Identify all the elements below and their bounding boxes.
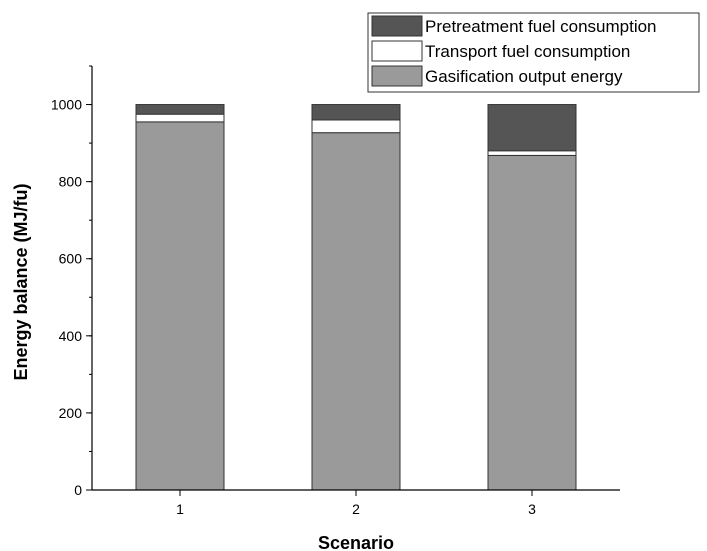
y-tick-label: 0 bbox=[74, 482, 82, 498]
legend-label: Pretreatment fuel consumption bbox=[425, 17, 657, 36]
bar-segment bbox=[135, 104, 225, 115]
bar-segment bbox=[135, 121, 225, 491]
legend: Pretreatment fuel consumption Transport f… bbox=[367, 12, 700, 93]
x-tick-label: 1 bbox=[176, 501, 184, 517]
legend-label: Gasification output energy bbox=[425, 67, 623, 86]
x-tick-label: 2 bbox=[352, 501, 360, 517]
y-tick-label: 400 bbox=[59, 328, 83, 344]
bar-segment bbox=[487, 154, 577, 491]
legend-swatch bbox=[371, 15, 423, 37]
bar-segment bbox=[311, 132, 401, 491]
x-axis-title: Scenario bbox=[318, 533, 394, 551]
bars-group bbox=[135, 104, 577, 491]
y-tick-label: 1000 bbox=[51, 97, 82, 113]
bar-segment bbox=[135, 113, 225, 123]
y-tick-label: 800 bbox=[59, 174, 83, 190]
legend-label: Transport fuel consumption bbox=[425, 42, 630, 61]
legend-swatch bbox=[371, 40, 423, 62]
axes-group: 0 200 400 600 800 1000 1 2 3 bbox=[51, 65, 620, 517]
legend-swatch bbox=[371, 65, 423, 87]
bar-segment bbox=[311, 104, 401, 121]
y-axis-title: Energy balance (MJ/fu) bbox=[11, 183, 31, 380]
bar-segment bbox=[311, 119, 401, 134]
legend-frame bbox=[367, 12, 700, 93]
y-tick-label: 600 bbox=[59, 251, 83, 267]
bar-segment bbox=[487, 150, 577, 156]
y-tick-label: 200 bbox=[59, 405, 83, 421]
bar-segment bbox=[487, 104, 577, 152]
x-tick-label: 3 bbox=[528, 501, 536, 517]
